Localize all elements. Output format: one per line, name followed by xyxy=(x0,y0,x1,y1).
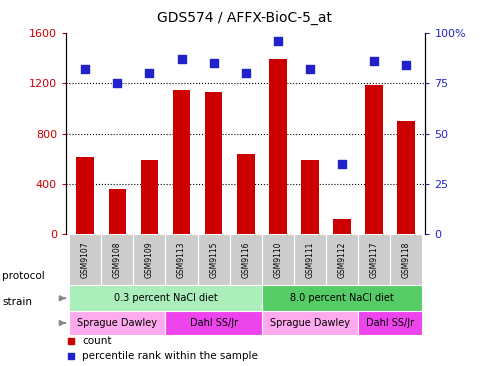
Point xyxy=(337,161,345,167)
Bar xyxy=(133,234,165,285)
Text: GSM9108: GSM9108 xyxy=(113,242,122,278)
Bar xyxy=(357,234,389,285)
Bar xyxy=(141,160,158,234)
Bar xyxy=(389,234,421,285)
Point xyxy=(241,70,249,76)
Bar xyxy=(332,219,350,234)
Bar xyxy=(69,234,101,285)
Text: Sprague Dawley: Sprague Dawley xyxy=(77,318,157,328)
Point xyxy=(369,58,377,64)
Point xyxy=(113,80,121,86)
Text: GSM9112: GSM9112 xyxy=(337,242,346,278)
Text: percentile rank within the sample: percentile rank within the sample xyxy=(82,351,258,361)
Text: GSM9107: GSM9107 xyxy=(81,242,90,278)
Point xyxy=(305,66,313,72)
Text: GSM9111: GSM9111 xyxy=(305,242,314,278)
Point xyxy=(177,56,185,62)
Bar xyxy=(268,59,286,234)
Text: count: count xyxy=(82,336,111,346)
Text: Sprague Dawley: Sprague Dawley xyxy=(269,318,349,328)
Point xyxy=(402,62,409,68)
Bar xyxy=(165,234,197,285)
Text: GSM9116: GSM9116 xyxy=(241,242,250,278)
Bar xyxy=(69,285,261,311)
Text: GSM9109: GSM9109 xyxy=(144,242,154,278)
Bar xyxy=(172,90,190,234)
Bar xyxy=(76,157,94,234)
Bar xyxy=(236,154,254,234)
Point xyxy=(209,60,217,66)
Text: strain: strain xyxy=(2,297,32,307)
Text: GDS574 / AFFX-BioC-5_at: GDS574 / AFFX-BioC-5_at xyxy=(157,11,331,25)
Text: Dahl SS/Jr: Dahl SS/Jr xyxy=(189,318,237,328)
Bar xyxy=(69,311,165,335)
Bar xyxy=(357,311,421,335)
Text: GSM9118: GSM9118 xyxy=(401,242,410,278)
Point xyxy=(81,66,89,72)
Bar xyxy=(325,234,357,285)
Bar xyxy=(293,234,325,285)
Text: protocol: protocol xyxy=(2,271,45,281)
Bar xyxy=(108,189,126,234)
Point xyxy=(145,70,153,76)
Text: Dahl SS/Jr: Dahl SS/Jr xyxy=(366,318,413,328)
Bar xyxy=(261,285,421,311)
Text: GSM9113: GSM9113 xyxy=(177,242,185,278)
Bar xyxy=(301,160,318,234)
Bar xyxy=(229,234,261,285)
Bar xyxy=(101,234,133,285)
Text: 0.3 percent NaCl diet: 0.3 percent NaCl diet xyxy=(113,293,217,303)
Text: GSM9115: GSM9115 xyxy=(209,242,218,278)
Bar xyxy=(204,92,222,234)
Bar xyxy=(197,234,229,285)
Bar xyxy=(397,121,414,234)
Bar xyxy=(261,234,293,285)
Bar xyxy=(165,311,261,335)
Text: 8.0 percent NaCl diet: 8.0 percent NaCl diet xyxy=(289,293,393,303)
Point xyxy=(273,38,281,44)
Text: GSM9117: GSM9117 xyxy=(369,242,378,278)
Text: GSM9110: GSM9110 xyxy=(273,242,282,278)
Bar xyxy=(365,85,382,234)
Bar xyxy=(261,311,357,335)
